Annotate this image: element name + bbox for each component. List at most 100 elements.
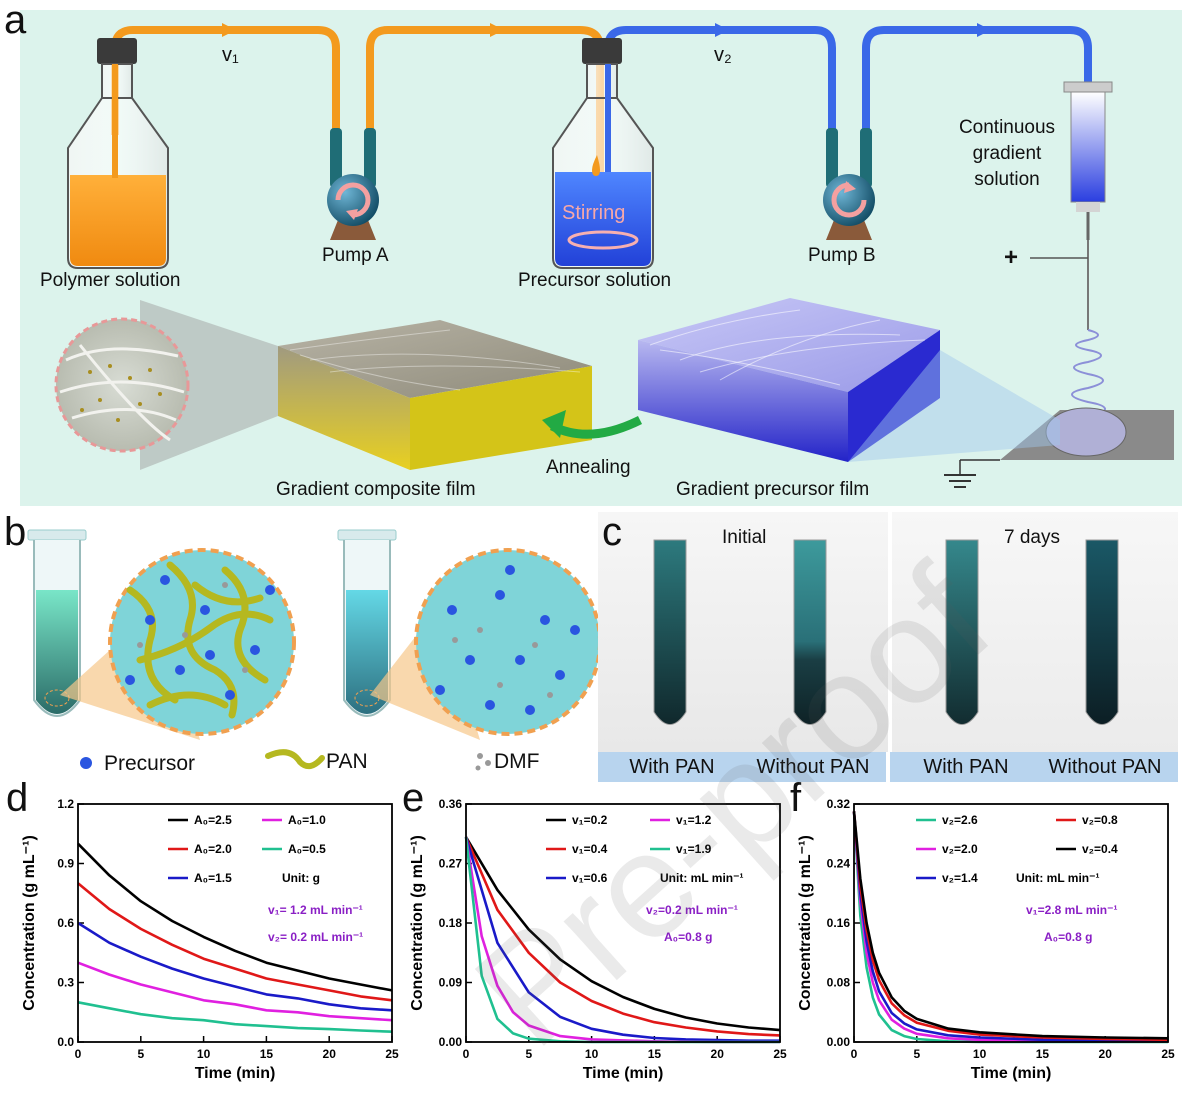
precursor-solution-label: Precursor solution — [518, 270, 672, 291]
syringe-label-line1: Continuous — [958, 117, 1056, 138]
tube-label-4: Without PAN — [1048, 756, 1162, 778]
legend-label-5: A₀=0.5 — [288, 842, 326, 856]
panel-f-letter: f — [790, 776, 802, 820]
syringe-label-line2: gradient — [972, 143, 1042, 164]
x-tick-label: 5 — [137, 1047, 144, 1061]
x-tick-label: 5 — [913, 1047, 920, 1061]
y-tick-label: 0.16 — [827, 916, 851, 930]
y-tick-label: 1.2 — [57, 797, 74, 811]
legend-label-2: v₁=0.4 — [572, 842, 608, 856]
series-line-2 — [464, 836, 781, 1037]
note-condition-2: v₂= 0.2 mL min⁻¹ — [268, 930, 363, 944]
chart-d: 0 5 10 15 20 25 0.0 0.3 0.6 0.9 1.2 Time (min) Conce… — [21, 797, 399, 1082]
legend-label-4: v₂=0.8 — [1082, 813, 1118, 827]
chart-f: 0 5 10 15 20 25 0.00 0.08 0.16 0.24 0.32 Time (min)… — [797, 797, 1175, 1082]
tube-label-2: Without PAN — [756, 756, 870, 778]
tube-label-3: With PAN — [923, 756, 1009, 778]
panel-e-letter: e — [402, 776, 425, 820]
panel-b-letter: b — [4, 510, 27, 554]
y-axis-title: Concentration (g mL⁻¹) — [797, 835, 814, 1011]
chart-e: 0 5 10 15 20 25 0.00 0.09 0.18 0.27 0.36 Time (min)… — [409, 797, 787, 1082]
y-tick-label: 0.08 — [827, 976, 851, 990]
legend-label-1: A₀=2.5 — [194, 813, 232, 827]
x-tick-label: 15 — [648, 1047, 662, 1061]
plot-frame — [465, 803, 781, 1043]
panel-c-label-bar-right — [890, 752, 1178, 782]
series-line-5 — [852, 811, 1169, 1040]
legend-pan: PAN — [326, 750, 368, 773]
x-tick-label: 0 — [75, 1047, 82, 1061]
note-condition-1: v₂=0.2 mL min⁻¹ — [646, 903, 738, 917]
x-tick-label: 15 — [260, 1047, 274, 1061]
x-axis-title: Time (min) — [583, 1065, 664, 1082]
series-line-3 — [852, 811, 1168, 1042]
note-condition-1: v₁=2.8 mL min⁻¹ — [1026, 903, 1117, 917]
x-tick-label: 20 — [323, 1047, 337, 1061]
series-line-1 — [77, 842, 393, 992]
x-tick-label: 20 — [1099, 1047, 1113, 1061]
note-unit: Unit: mL min⁻¹ — [1016, 871, 1099, 885]
initial-label: Initial — [722, 527, 767, 548]
x-axis-title: Time (min) — [195, 1065, 276, 1082]
y-tick-label: 0.18 — [439, 916, 463, 930]
pump-b-label: Pump B — [808, 245, 876, 266]
y-tick-label: 0.00 — [439, 1035, 463, 1049]
x-tick-label: 0 — [463, 1047, 470, 1061]
y-tick-label: 0.24 — [827, 857, 851, 871]
legend-label-1: v₂=2.6 — [942, 813, 978, 827]
panel-a-letter: a — [4, 0, 27, 42]
stirring-label: Stirring — [562, 202, 626, 224]
x-tick-label: 15 — [1036, 1047, 1050, 1061]
legend-label-4: A₀=1.0 — [288, 813, 326, 827]
panel-c-label-bar-left — [598, 752, 886, 782]
x-tick-label: 0 — [851, 1047, 858, 1061]
precursor-film-label: Gradient precursor film — [676, 479, 870, 500]
panel-c-tubes — [653, 539, 1119, 725]
y-axis-title: Concentration (g mL⁻¹) — [409, 835, 426, 1011]
x-tick-label: 10 — [585, 1047, 599, 1061]
note-condition-1: v₁= 1.2 mL min⁻¹ — [268, 903, 363, 917]
x-tick-label: 25 — [1161, 1047, 1175, 1061]
seven-days-label: 7 days — [1004, 527, 1060, 548]
panel-b-schematic — [27, 529, 600, 771]
note-unit: Unit: mL min⁻¹ — [660, 871, 743, 885]
series-line-1 — [464, 836, 781, 1032]
x-tick-label: 25 — [773, 1047, 787, 1061]
legend-precursor: Precursor — [104, 752, 196, 775]
panel-c-photo-left — [598, 512, 888, 752]
y-tick-label: 0.0 — [57, 1035, 74, 1049]
legend-dmf: DMF — [494, 750, 540, 773]
panel-c-letter: c — [602, 510, 622, 554]
x-tick-label: 10 — [197, 1047, 211, 1061]
x-tick-label: 10 — [973, 1047, 987, 1061]
series-line-4 — [464, 836, 780, 1044]
note-unit: Unit: g — [282, 871, 320, 885]
legend-label-5: v₂=0.4 — [1082, 842, 1118, 856]
series-line-3 — [464, 836, 780, 1042]
v1-label: v₁ — [222, 44, 239, 66]
x-axis-title: Time (min) — [971, 1065, 1052, 1082]
pump-a-label: Pump A — [322, 245, 389, 266]
y-tick-label: 0.32 — [827, 797, 851, 811]
y-tick-label: 0.27 — [439, 857, 463, 871]
series-line-2 — [77, 882, 393, 1002]
legend-label-2: v₂=2.0 — [942, 842, 978, 856]
legend-label-5: v₁=1.9 — [676, 842, 712, 856]
v2-label: v₂ — [714, 44, 732, 66]
note-condition-2: A₀=0.8 g — [1044, 930, 1092, 944]
legend-label-2: A₀=2.0 — [194, 842, 232, 856]
y-tick-label: 0.36 — [439, 797, 463, 811]
syringe-label-line3: solution — [974, 169, 1040, 190]
legend-label-3: v₂=1.4 — [942, 871, 978, 885]
legend-label-1: v₁=0.2 — [572, 813, 608, 827]
panel-a-schematic — [54, 23, 1174, 488]
x-tick-label: 25 — [385, 1047, 399, 1061]
legend-label-3: v₁=0.6 — [572, 871, 608, 885]
series-line-4 — [77, 961, 393, 1022]
legend-label-4: v₁=1.2 — [676, 813, 712, 827]
y-tick-label: 0.00 — [827, 1035, 851, 1049]
y-axis-title: Concentration (g mL⁻¹) — [21, 835, 38, 1011]
plot-frame — [853, 803, 1169, 1043]
y-tick-label: 0.6 — [57, 916, 74, 930]
tube-label-1: With PAN — [629, 756, 715, 778]
